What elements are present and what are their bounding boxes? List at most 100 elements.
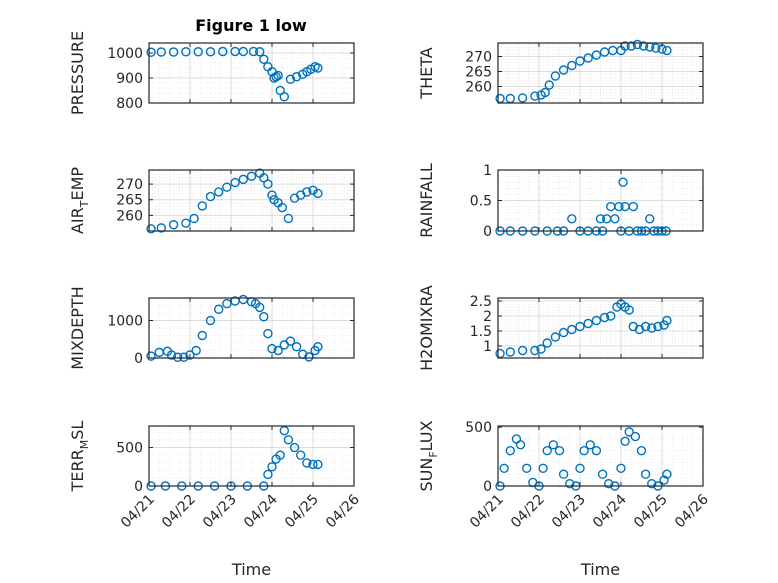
pressure-marker bbox=[168, 47, 179, 57]
theta-marker bbox=[517, 93, 528, 103]
theta-ylabel: THETA bbox=[417, 47, 436, 99]
pressure-marker bbox=[271, 72, 281, 82]
rainfall-marker bbox=[595, 214, 606, 224]
sunflux-marker bbox=[538, 463, 548, 474]
airtemp-marker bbox=[213, 187, 224, 197]
sunflux-marker bbox=[505, 446, 515, 456]
pressure-marker bbox=[285, 74, 296, 84]
rainfall-marker bbox=[618, 177, 628, 187]
airtemp-marker bbox=[205, 191, 216, 202]
sunflux-marker bbox=[515, 440, 526, 450]
airtemp-marker bbox=[168, 220, 179, 230]
h2omixra-marker bbox=[591, 315, 602, 326]
ylabel-suffix: EMP bbox=[68, 167, 87, 201]
sunflux-marker bbox=[662, 469, 672, 479]
airtemp-marker bbox=[246, 171, 257, 181]
sunflux-marker bbox=[597, 469, 608, 479]
sunflux-marker bbox=[585, 440, 595, 450]
sunflux-axes-box bbox=[497, 425, 704, 487]
theta-marker bbox=[544, 80, 554, 90]
pressure-marker bbox=[205, 47, 216, 57]
pressure-marker bbox=[146, 47, 156, 57]
sunflux-marker bbox=[647, 478, 657, 489]
terrmsl-marker bbox=[263, 469, 273, 480]
y-tick-label: 1000 bbox=[107, 46, 143, 62]
mixdepth-marker bbox=[191, 345, 201, 356]
rainfall-marker bbox=[610, 214, 620, 224]
h2omixra-ylabel: H2OMIXRA bbox=[417, 285, 436, 371]
terrmsl-marker bbox=[289, 442, 300, 453]
x-axis-label: Time bbox=[580, 560, 620, 579]
pressure-marker bbox=[181, 47, 191, 57]
mixdepth-marker bbox=[255, 302, 265, 313]
h2omixra-marker bbox=[575, 321, 585, 332]
theta-marker bbox=[662, 45, 672, 56]
y-tick-label: 1.5 bbox=[470, 324, 492, 340]
ylabel-main: MIXDEPTH bbox=[68, 286, 87, 369]
y-tick-label: 500 bbox=[465, 420, 492, 436]
x-axis-label: Time bbox=[231, 560, 271, 579]
y-tick-label: 0 bbox=[134, 351, 143, 367]
mixdepth-marker bbox=[166, 350, 177, 360]
mixdepth-marker bbox=[172, 352, 183, 362]
sunflux-ylabel: SUNFLUX bbox=[417, 420, 440, 491]
mixdepth-marker bbox=[259, 312, 269, 322]
y-tick-label: 0 bbox=[483, 479, 492, 495]
figure-title: Figure 1 low bbox=[195, 16, 307, 35]
airtemp-marker bbox=[238, 174, 249, 185]
y-tick-label: 800 bbox=[116, 96, 143, 112]
theta-marker bbox=[626, 41, 636, 51]
ylabel-subscript: T bbox=[78, 200, 91, 208]
theta-marker bbox=[530, 91, 540, 101]
pressure-marker bbox=[273, 70, 283, 81]
y-tick-label: 1000 bbox=[107, 314, 143, 330]
mixdepth-marker bbox=[179, 352, 189, 362]
rainfall-ylabel: RAINFALL bbox=[417, 163, 436, 238]
y-tick-label: 270 bbox=[465, 50, 492, 66]
airtemp-ylabel: AIRTEMP bbox=[68, 167, 91, 234]
sunflux-marker bbox=[640, 469, 651, 479]
mixdepth-marker bbox=[238, 294, 249, 305]
sunflux-marker bbox=[624, 427, 634, 437]
rainfall-marker bbox=[645, 214, 655, 224]
y-tick-label: 0 bbox=[134, 479, 143, 495]
sunflux-marker bbox=[575, 463, 585, 474]
h2omixra-marker bbox=[624, 305, 634, 315]
rainfall-marker bbox=[614, 201, 624, 212]
ylabel-main: PRESSURE bbox=[68, 31, 87, 115]
y-tick-label: 2.5 bbox=[470, 294, 492, 310]
h2omixra-marker bbox=[517, 345, 528, 356]
h2omixra-marker bbox=[606, 311, 616, 321]
h2omixra-marker bbox=[542, 338, 552, 348]
terrmsl-marker bbox=[308, 459, 318, 470]
pressure-marker bbox=[259, 54, 269, 64]
sunflux-marker bbox=[542, 446, 552, 456]
terrmsl-marker bbox=[302, 458, 312, 468]
h2omixra-marker bbox=[550, 332, 561, 342]
sunflux-marker bbox=[499, 463, 509, 474]
airtemp-marker bbox=[222, 182, 232, 192]
theta-marker bbox=[632, 39, 643, 50]
pressure-marker bbox=[255, 47, 265, 57]
rainfall-marker bbox=[628, 201, 638, 212]
airtemp-marker bbox=[181, 218, 191, 228]
ylabel-suffix: LUX bbox=[417, 420, 436, 451]
mixdepth-axes-box bbox=[148, 297, 355, 359]
h2omixra-marker bbox=[536, 344, 546, 354]
ylabel-main: SUN bbox=[417, 458, 436, 492]
pressure-marker bbox=[238, 46, 249, 57]
sunflux-marker bbox=[636, 446, 647, 456]
theta-marker bbox=[558, 65, 569, 75]
mixdepth-marker bbox=[222, 298, 232, 309]
airtemp-marker bbox=[267, 190, 277, 200]
theta-marker bbox=[651, 43, 661, 53]
mixdepth-marker bbox=[197, 330, 208, 341]
theta-marker bbox=[540, 87, 550, 98]
y-tick-label: 260 bbox=[116, 208, 143, 224]
airtemp-marker bbox=[156, 223, 167, 233]
theta-marker bbox=[638, 41, 649, 51]
mixdepth-axes: 0 1000 MIXDEPTH bbox=[68, 286, 355, 370]
terrmsl-marker bbox=[275, 450, 285, 460]
